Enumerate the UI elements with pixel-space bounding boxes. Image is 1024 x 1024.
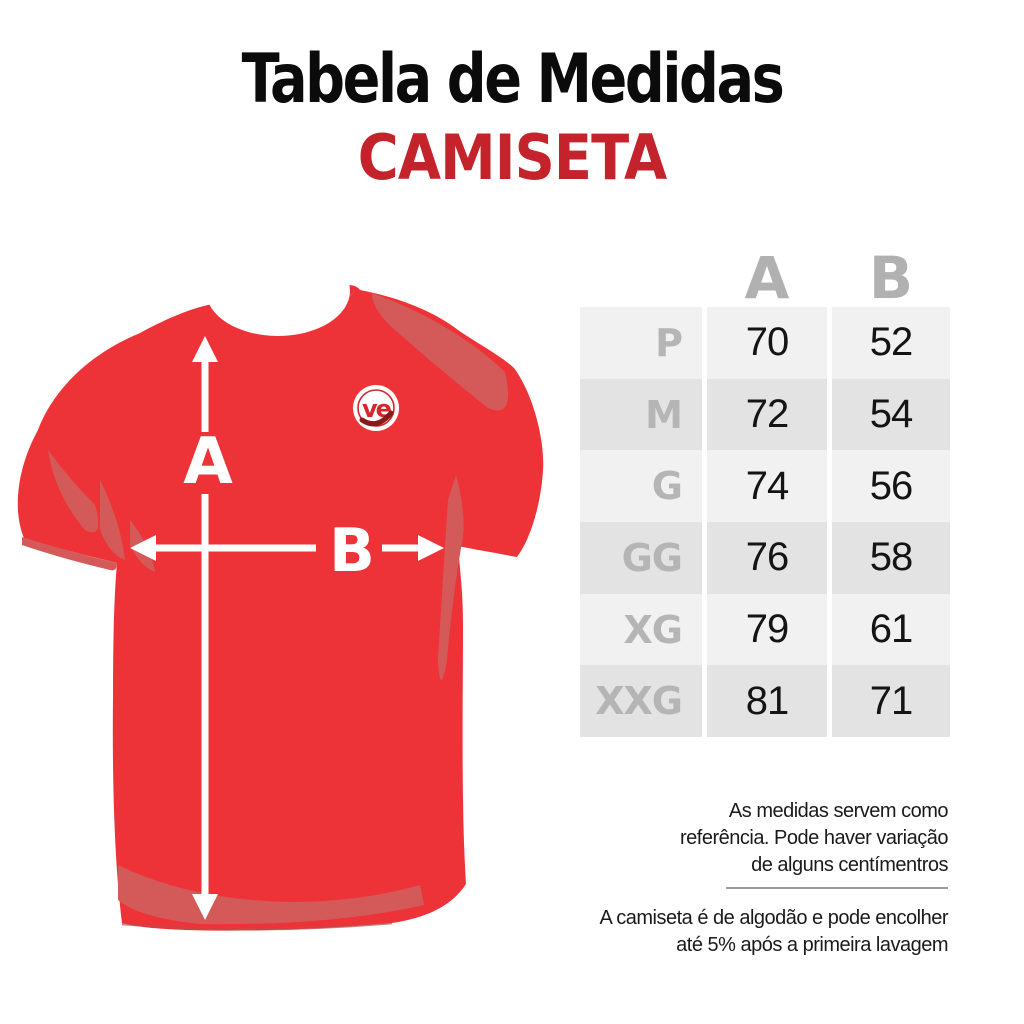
tshirt-body bbox=[17, 285, 544, 931]
value-a: 70 bbox=[707, 307, 827, 379]
neck-opening bbox=[206, 246, 350, 336]
value-a: 76 bbox=[707, 522, 827, 594]
diagram-label-a: A bbox=[183, 425, 233, 499]
value-b: 54 bbox=[832, 378, 950, 451]
arrow-b-head-left bbox=[130, 535, 156, 561]
note-line: até 5% após a primeira lavagem bbox=[676, 934, 948, 956]
arrow-a-head-down bbox=[192, 894, 218, 920]
value-b: 71 bbox=[832, 665, 950, 738]
table-row: G 74 56 bbox=[580, 450, 950, 523]
table-row: XG 79 61 bbox=[580, 593, 950, 666]
note-line: de alguns centímentros bbox=[751, 854, 948, 876]
value-b: 58 bbox=[832, 522, 950, 594]
size-label: M bbox=[580, 378, 702, 451]
value-a: 79 bbox=[707, 593, 827, 666]
note-line: referência. Pode haver variação bbox=[680, 827, 949, 849]
size-label: XG bbox=[580, 593, 702, 666]
header-size-col bbox=[580, 248, 702, 304]
page-title: Tabela de Medidas bbox=[241, 40, 785, 119]
arrow-b-head-right bbox=[418, 535, 444, 561]
page-subtitle: CAMISETA bbox=[357, 121, 667, 194]
diagram-label-b: B bbox=[329, 516, 375, 586]
table-row: XXG 81 71 bbox=[580, 665, 950, 738]
value-a: 72 bbox=[707, 378, 827, 451]
header-col-a: A bbox=[744, 244, 790, 312]
value-b: 61 bbox=[832, 593, 950, 666]
value-a: 74 bbox=[707, 450, 827, 523]
table-row: GG 76 58 bbox=[580, 522, 950, 594]
header-col-b: B bbox=[868, 244, 914, 312]
measure-arrows bbox=[130, 336, 444, 920]
reference-note: As medidas servem como referência. Pode … bbox=[588, 798, 949, 879]
brand-logo: ve bbox=[353, 385, 399, 431]
value-b: 52 bbox=[832, 307, 950, 379]
footer-notes: As medidas servem como referência. Pode … bbox=[588, 798, 948, 959]
hem-edge-line bbox=[121, 921, 393, 931]
shrink-note: A camiseta é de algodão e pode encolher … bbox=[588, 905, 948, 959]
size-table: P 70 52 M 72 54 G 74 56 GG 76 58 XG 79 6… bbox=[580, 307, 950, 738]
table-row: P 70 52 bbox=[580, 307, 950, 379]
size-table-header: A B bbox=[580, 244, 949, 312]
note-line: As medidas servem como bbox=[728, 800, 949, 822]
value-a: 81 bbox=[707, 665, 827, 738]
table-row: M 72 54 bbox=[580, 378, 950, 451]
size-label: GG bbox=[580, 522, 702, 594]
size-label: P bbox=[580, 307, 702, 379]
value-b: 56 bbox=[832, 450, 950, 523]
arrow-a-head-up bbox=[192, 336, 218, 362]
logo-swoosh bbox=[359, 410, 394, 427]
size-label: XXG bbox=[580, 665, 702, 738]
note-line: A camiseta é de algodão e pode encolher bbox=[599, 907, 948, 929]
size-label: G bbox=[580, 450, 702, 523]
notes-divider bbox=[726, 887, 948, 889]
